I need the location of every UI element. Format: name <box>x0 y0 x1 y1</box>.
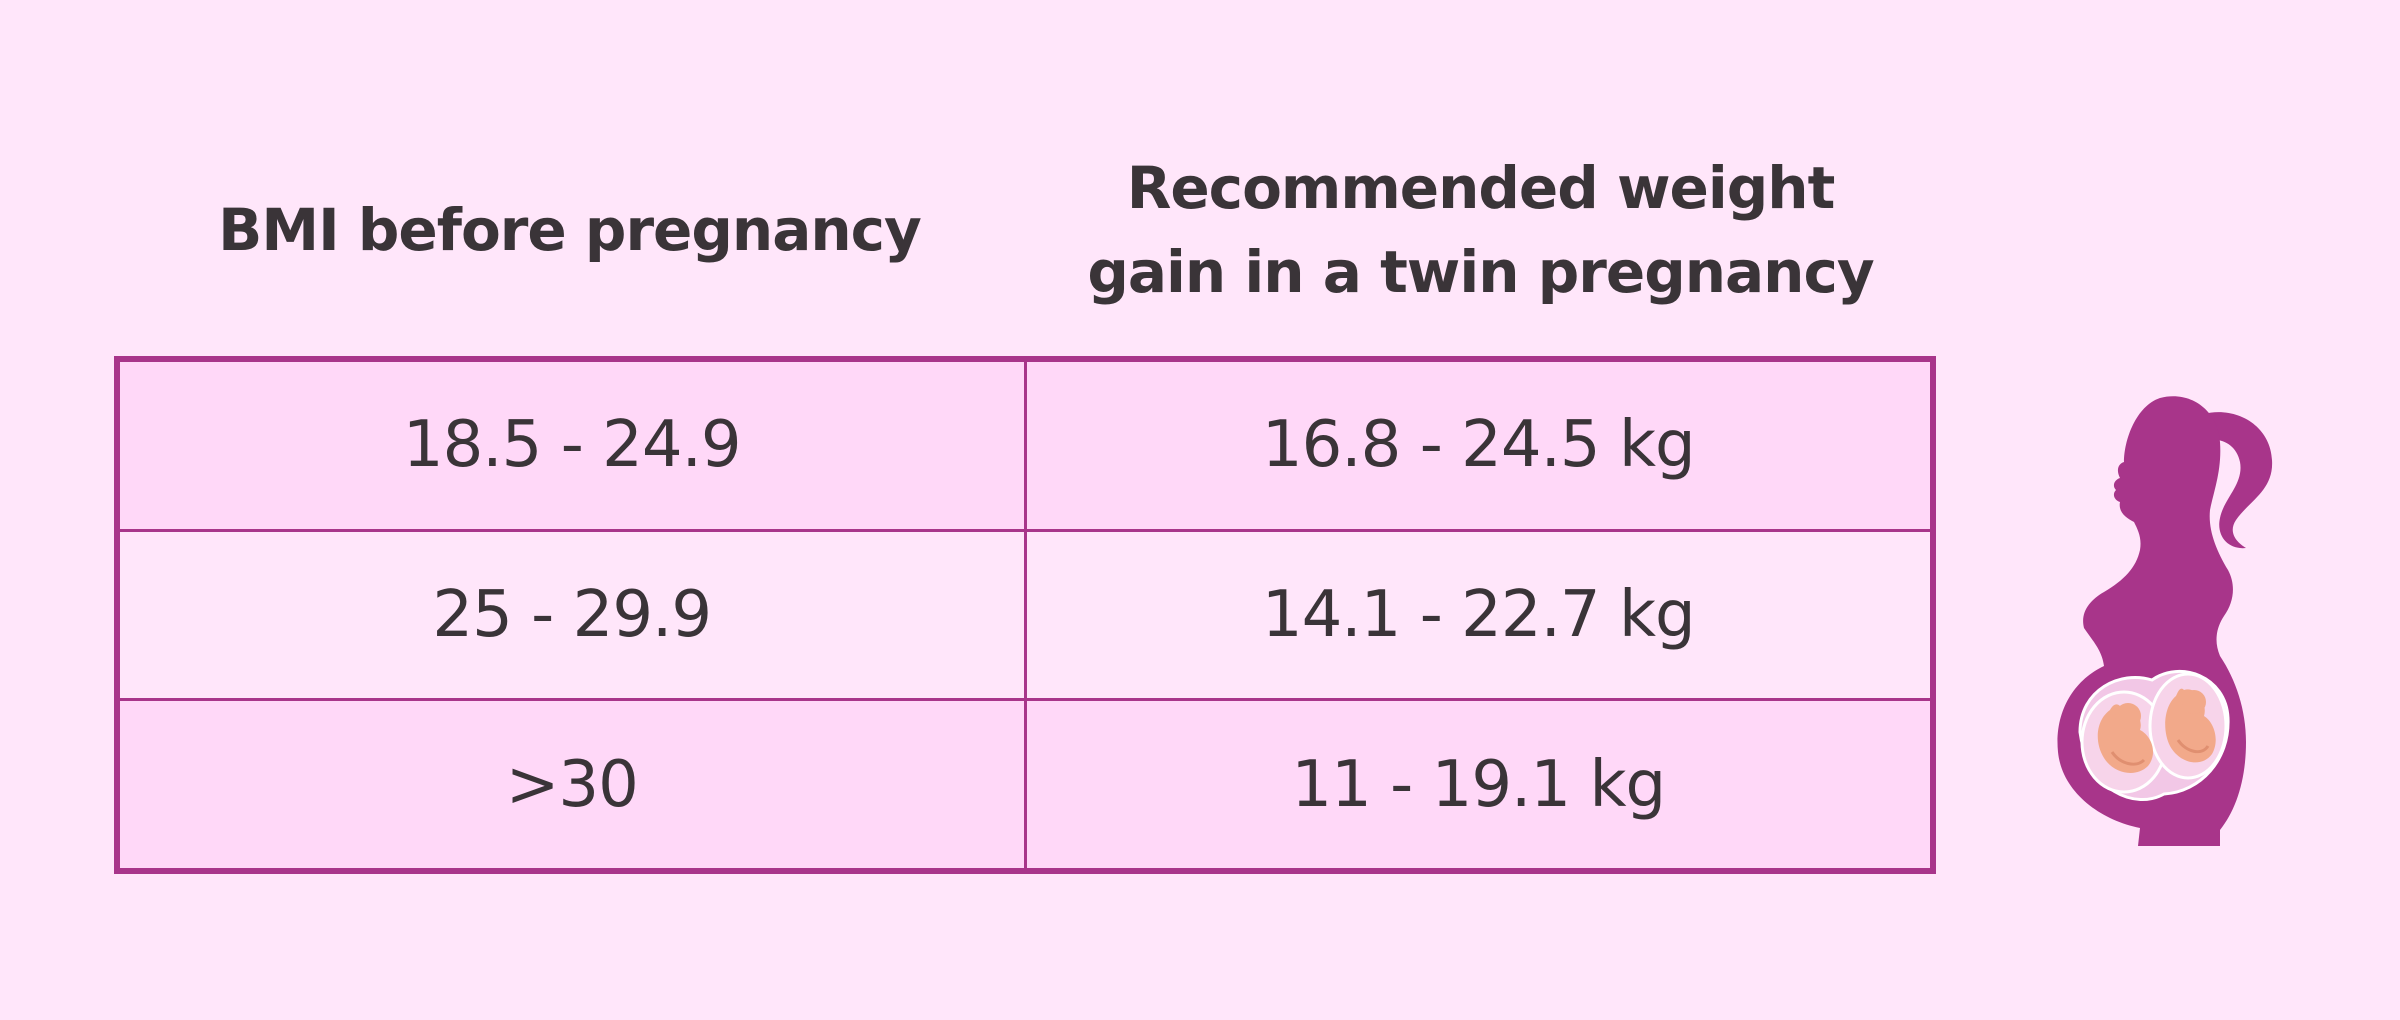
bmi-cell: 18.5 - 24.9 <box>117 359 1027 532</box>
weight-gain-table: 18.5 - 24.9 16.8 - 24.5 kg 25 - 29.9 14.… <box>114 356 1936 874</box>
bmi-cell: >30 <box>117 698 1027 871</box>
header-weight-gain: Recommended weight gain in a twin pregna… <box>1025 130 1936 330</box>
table-row: >30 11 - 19.1 kg <box>117 698 1933 871</box>
gain-cell: 11 - 19.1 kg <box>1023 698 1933 871</box>
header-bmi: BMI before pregnancy <box>114 130 1025 330</box>
weight-gain-table-body: 18.5 - 24.9 16.8 - 24.5 kg 25 - 29.9 14.… <box>117 359 1933 871</box>
pregnant-woman-twins-icon <box>2040 380 2300 850</box>
table-header-row: BMI before pregnancy Recommended weight … <box>114 130 1936 330</box>
gain-cell: 16.8 - 24.5 kg <box>1023 359 1933 532</box>
table-row: 25 - 29.9 14.1 - 22.7 kg <box>117 528 1933 702</box>
header-bmi-label: BMI before pregnancy <box>218 196 922 264</box>
gain-cell: 14.1 - 22.7 kg <box>1023 528 1933 702</box>
header-weight-gain-label: Recommended weight gain in a twin pregna… <box>1087 154 1874 306</box>
table-row: 18.5 - 24.9 16.8 - 24.5 kg <box>117 359 1933 532</box>
bmi-cell: 25 - 29.9 <box>117 528 1027 702</box>
